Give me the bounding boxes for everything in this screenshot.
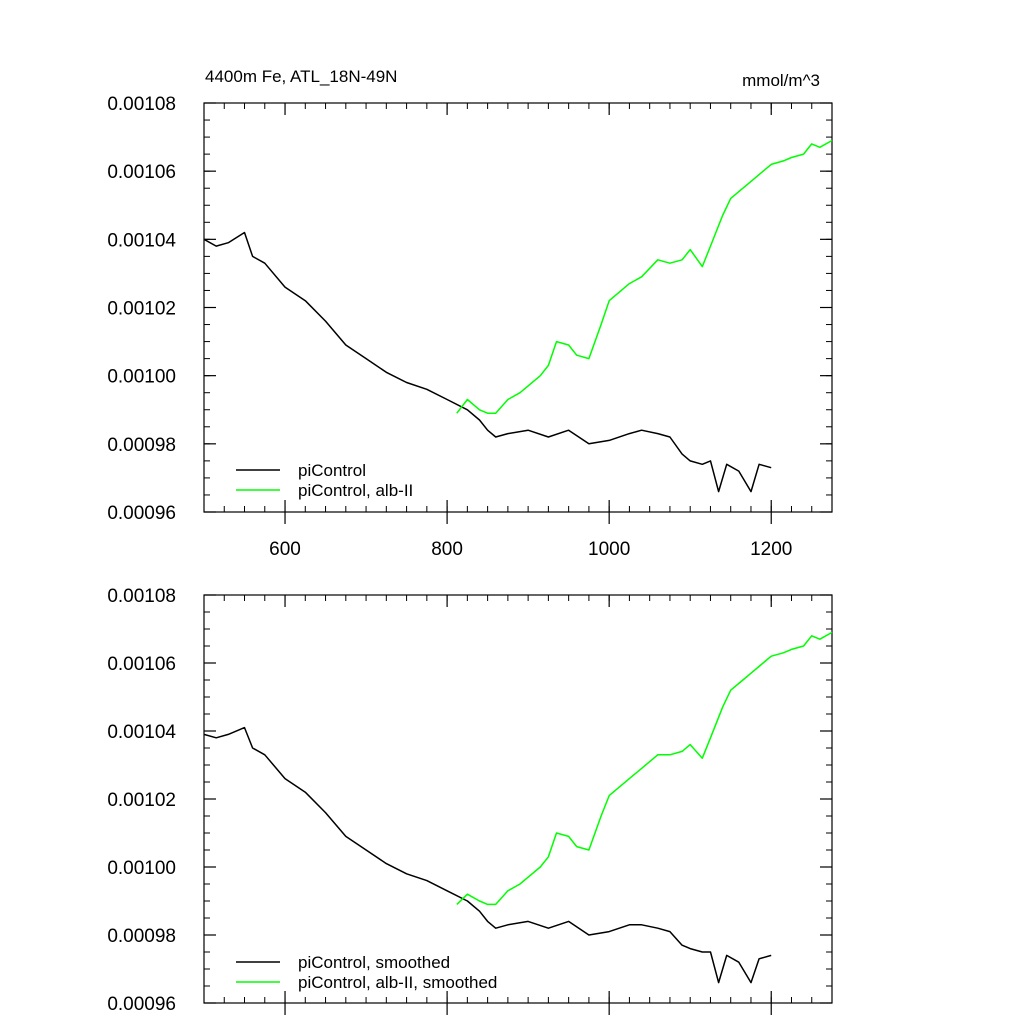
y-tick-label: 0.00096 — [107, 994, 176, 1015]
legend-label-picontrol-smoothed: piControl, smoothed — [298, 953, 450, 972]
y-tick-label: 0.00100 — [107, 858, 176, 879]
y-tick-label: 0.00104 — [107, 722, 176, 743]
series-line-1 — [456, 139, 833, 414]
y-tick-label: 0.00108 — [107, 94, 176, 115]
x-tick-label: 800 — [431, 539, 463, 560]
y-tick-label: 0.00106 — [107, 162, 176, 183]
series-line-0 — [203, 726, 772, 984]
legend-label-alb-ii-smoothed: piControl, alb-II, smoothed — [298, 973, 497, 992]
x-tick-label: 1200 — [750, 539, 792, 560]
top-panel: 4400m Fe, ATL_18N-49N mmol/m^3 0.000960.… — [107, 67, 833, 560]
units-label: mmol/m^3 — [742, 71, 820, 90]
x-tick-label: 600 — [269, 539, 301, 560]
bottom-axes: 0.00096 0.00098 0.00100 0.00102 0.00104 0.001… — [107, 586, 833, 1015]
y-tick-label: 0.00100 — [107, 367, 176, 388]
y-tick-label: 0.00108 — [107, 586, 176, 607]
y-tick-label: 0.00106 — [107, 654, 176, 675]
y-tick-label: 0.00104 — [107, 230, 176, 251]
y-tick-label: 0.00096 — [107, 503, 176, 524]
bottom-legend: piControl, smoothed piControl, alb-II, s… — [236, 953, 497, 992]
series-line-0 — [203, 231, 772, 493]
y-tick-label: 0.00098 — [107, 435, 176, 456]
legend-label-alb-ii: piControl, alb-II — [298, 481, 413, 500]
y-tick-label: 0.00098 — [107, 926, 176, 947]
top-series — [203, 139, 833, 493]
top-legend: piControl piControl, alb-II — [236, 461, 413, 500]
top-axes: 0.00096 0.00098 0.00100 0.00102 0.00104 0.001… — [107, 94, 833, 560]
chart-title: 4400m Fe, ATL_18N-49N — [205, 67, 397, 86]
series-line-1 — [456, 631, 833, 906]
legend-label-picontrol: piControl — [298, 461, 366, 480]
bottom-panel: 0.00096 0.00098 0.00100 0.00102 0.00104 0.001… — [107, 586, 833, 1015]
plot-frame — [203, 102, 833, 513]
y-tick-label: 0.00102 — [107, 790, 176, 811]
plot-frame — [203, 594, 833, 1004]
x-tick-label: 1000 — [588, 539, 630, 560]
y-tick-label: 0.00102 — [107, 299, 176, 320]
bottom-series — [203, 631, 833, 984]
